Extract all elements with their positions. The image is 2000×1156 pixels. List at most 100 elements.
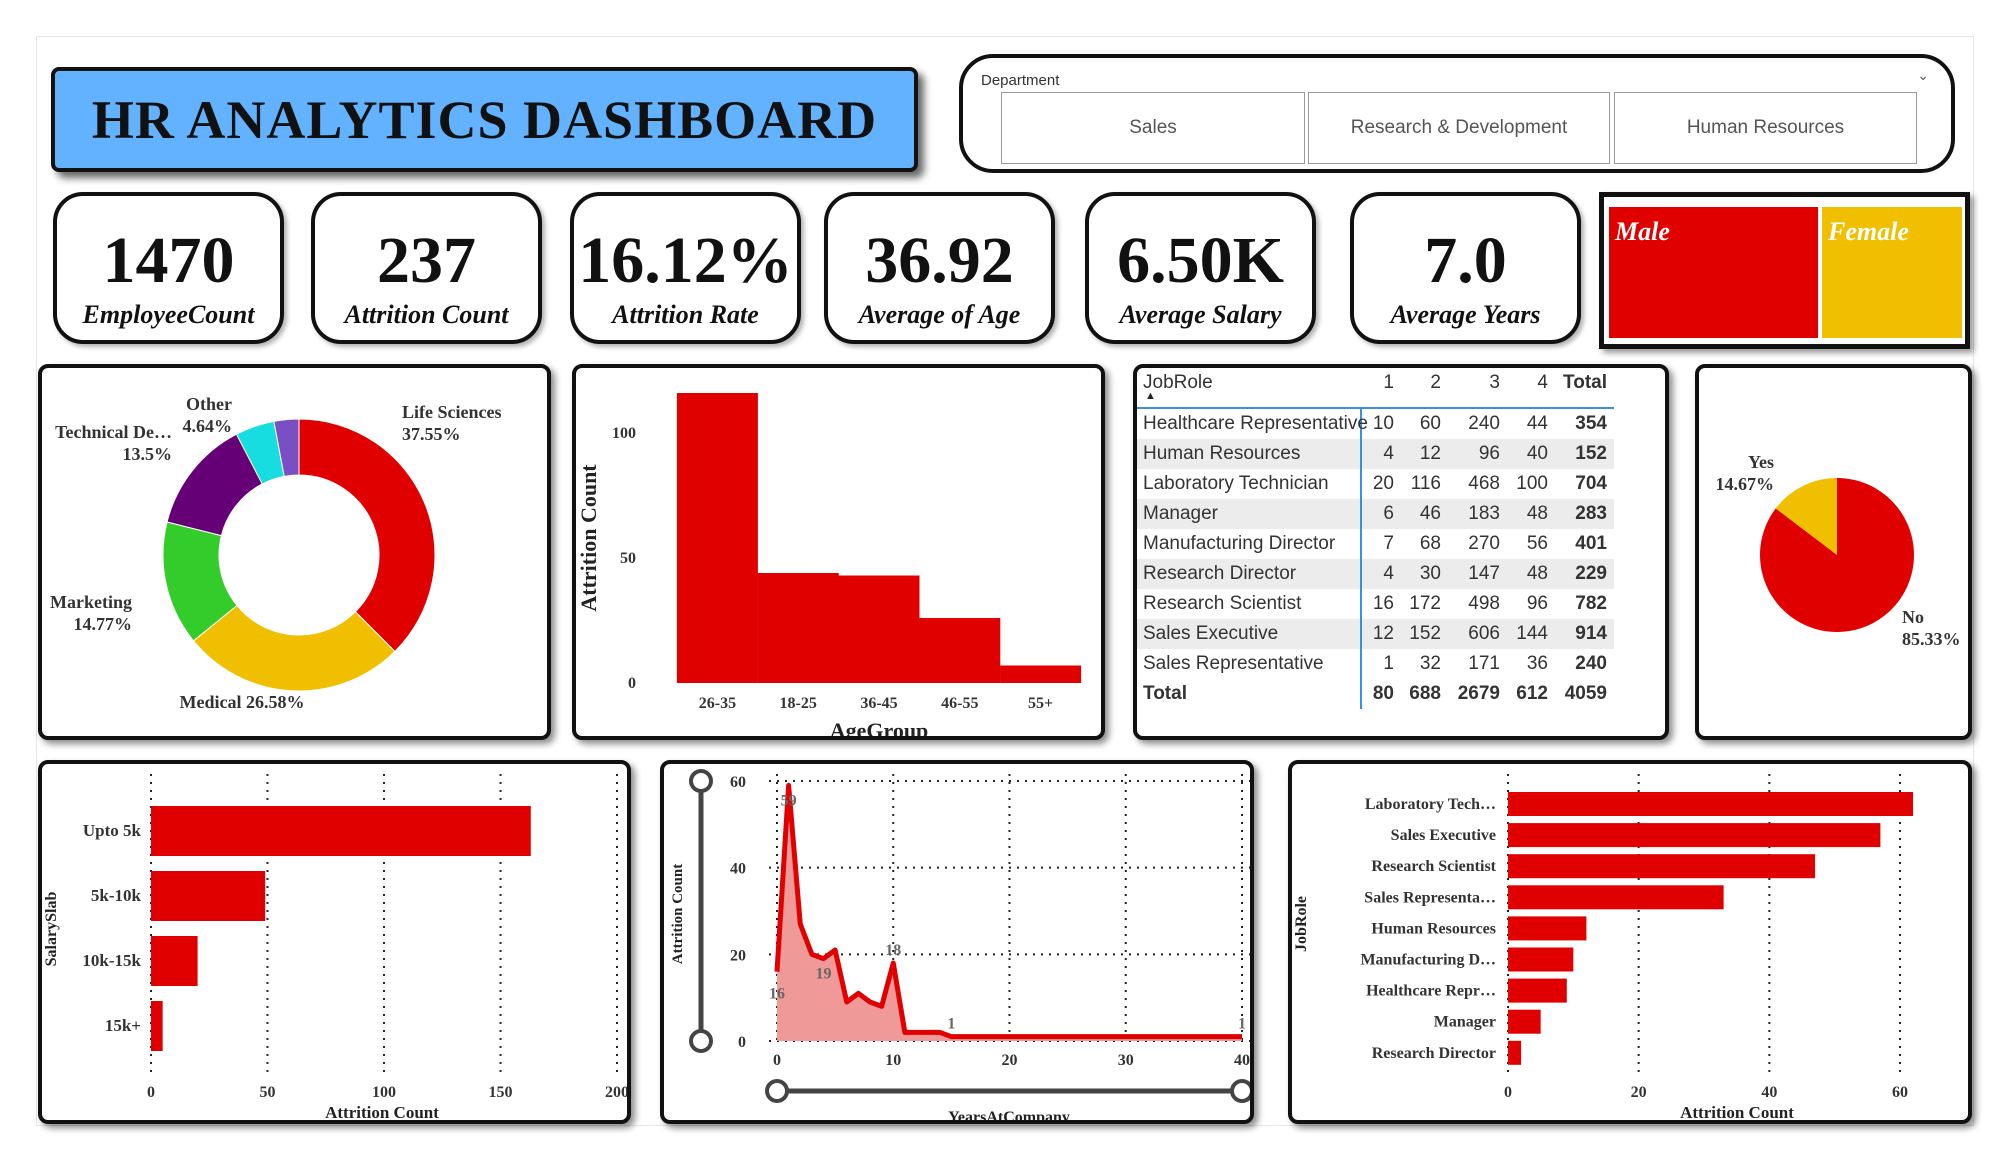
table-cell: 96 bbox=[1526, 593, 1548, 614]
table-cell: Laboratory Technician bbox=[1143, 473, 1329, 494]
bar bbox=[757, 573, 839, 683]
donut-slice bbox=[273, 418, 300, 477]
donut-value: 13.5% bbox=[123, 444, 173, 464]
x-tick-label: 60 bbox=[1892, 1084, 1908, 1101]
x-axis-title: Attrition Count bbox=[1680, 1103, 1794, 1122]
salary-slab-bar-chart: 0 50 100 150 200 Upto 5k 5k-10k 10k-15k 15k+ Attr… bbox=[43, 774, 627, 1122]
attrition-pie-panel: Yes 14.67% No 85.33% bbox=[1695, 364, 1972, 740]
age-group-bar-chart: 0 50 100 26-35 18-25 36-45 46-55 55+ AgeGroup Att… bbox=[576, 393, 1082, 736]
table-cell: 12 bbox=[1419, 443, 1441, 464]
y-tick-label: 20 bbox=[730, 947, 746, 964]
kpi-employee-count: 1470 EmployeeCount bbox=[53, 192, 284, 344]
header-divider bbox=[1137, 407, 1614, 409]
column-header: 1 bbox=[1383, 372, 1394, 393]
bar bbox=[1000, 665, 1082, 683]
pie-label: Yes bbox=[1748, 452, 1774, 472]
donut-label: Life Sciences bbox=[402, 402, 501, 422]
x-axis-title: Attrition Count bbox=[325, 1103, 439, 1122]
table-cell: 96 bbox=[1478, 443, 1500, 464]
salary-slab-bar-panel: 0 50 100 150 200 Upto 5k 5k-10k 10k-15k 15k+ Attr… bbox=[38, 760, 631, 1124]
bar bbox=[1508, 947, 1574, 972]
gender-male-button[interactable]: Male bbox=[1609, 207, 1818, 338]
data-label: 59 bbox=[781, 792, 797, 809]
table-cell: 40 bbox=[1526, 443, 1548, 464]
y-tick-label: Human Resources bbox=[1371, 920, 1496, 937]
x-tick-label: 10 bbox=[885, 1052, 901, 1069]
bar bbox=[1508, 823, 1881, 848]
table-row-stripe bbox=[1137, 559, 1614, 589]
bar bbox=[1508, 1040, 1522, 1065]
data-label: 19 bbox=[816, 966, 832, 983]
jobrole-attrition-bar-chart: 0 20 40 60 Laboratory Tech… Sales Executive Re… bbox=[1293, 774, 1914, 1122]
table-cell: 147 bbox=[1468, 563, 1500, 584]
bar bbox=[1508, 885, 1724, 910]
y-axis-title: Attrition Count bbox=[576, 464, 601, 612]
x-tick-label: 0 bbox=[773, 1052, 781, 1069]
dashboard-frame bbox=[36, 36, 1974, 1126]
y-axis-title: SalarySlab bbox=[43, 892, 60, 967]
column-header: JobRole bbox=[1143, 372, 1213, 393]
table-cell: 152 bbox=[1575, 443, 1607, 464]
table-cell: 782 bbox=[1575, 593, 1607, 614]
donut-slice bbox=[192, 604, 396, 692]
table-cell: 498 bbox=[1468, 593, 1500, 614]
slider-handle[interactable] bbox=[765, 1079, 789, 1103]
table-cell: 240 bbox=[1575, 653, 1607, 674]
table-cell: Sales Representative bbox=[1143, 653, 1324, 674]
table-cell: 4 bbox=[1383, 563, 1394, 584]
x-tick-label: 0 bbox=[1504, 1084, 1512, 1101]
kpi-value: 237 bbox=[377, 224, 476, 297]
x-tick-label: 50 bbox=[260, 1084, 276, 1101]
donut-value: 4.64% bbox=[183, 416, 233, 436]
dept-option-sales[interactable]: Sales bbox=[1001, 92, 1305, 164]
table-row-stripe bbox=[1137, 619, 1614, 649]
pie-value: 14.67% bbox=[1716, 474, 1775, 494]
kpi-label: Average of Age bbox=[858, 300, 1021, 329]
gender-female-button[interactable]: Female bbox=[1822, 207, 1962, 338]
y-axis-title: Attrition Count bbox=[670, 864, 686, 964]
department-slicer[interactable]: Department ⌄ Sales Research & Developmen… bbox=[959, 54, 1955, 173]
table-total-cell: 4059 bbox=[1564, 683, 1607, 704]
donut-label: Medical 26.58% bbox=[180, 692, 305, 712]
sort-ascending-icon[interactable]: ▲ bbox=[1145, 390, 1156, 402]
y-tick-label: Manager bbox=[1434, 1014, 1496, 1031]
kpi-label: Average Years bbox=[1390, 300, 1541, 329]
table-cell: 401 bbox=[1575, 533, 1607, 554]
x-tick-label: 40 bbox=[1761, 1084, 1777, 1101]
kpi-attrition-rate: 16.12% Attrition Rate bbox=[570, 192, 801, 344]
dept-option-hr[interactable]: Human Resources bbox=[1614, 92, 1917, 164]
data-label: 1 bbox=[947, 1016, 955, 1033]
table-cell: 60 bbox=[1419, 413, 1441, 434]
slider-handle[interactable] bbox=[689, 769, 713, 793]
kpi-value: 7.0 bbox=[1424, 224, 1507, 297]
table-cell: 172 bbox=[1409, 593, 1441, 614]
years-at-company-area-chart: 0 20 40 60 0 10 20 30 40 16 59 19 18 1 1 YearsAtCompany… bbox=[670, 769, 1252, 1124]
column-header: 4 bbox=[1537, 372, 1548, 393]
y-tick-label: Upto 5k bbox=[83, 821, 142, 840]
column-divider bbox=[1360, 409, 1362, 709]
slider-handle[interactable] bbox=[1230, 1079, 1252, 1103]
table-total-cell: 2679 bbox=[1457, 683, 1500, 704]
chevron-down-icon[interactable]: ⌄ bbox=[1917, 68, 1929, 84]
y-axis-title: JobRole bbox=[1293, 896, 1310, 952]
x-axis-title: YearsAtCompany bbox=[948, 1109, 1070, 1124]
bar bbox=[1508, 978, 1567, 1003]
dept-option-rnd[interactable]: Research & Development bbox=[1308, 92, 1610, 164]
x-tick-label: 150 bbox=[489, 1084, 513, 1101]
line-series bbox=[774, 782, 1242, 1040]
kpi-label: Attrition Rate bbox=[612, 300, 759, 329]
table-cell: 183 bbox=[1468, 503, 1500, 524]
y-tick-label: 5k-10k bbox=[91, 886, 142, 905]
kpi-value: 16.12% bbox=[578, 224, 793, 297]
table-cell: Research Director bbox=[1143, 563, 1297, 584]
data-label: 16 bbox=[769, 986, 785, 1003]
kpi-label: Attrition Count bbox=[344, 300, 509, 329]
table-cell: 7 bbox=[1383, 533, 1394, 554]
y-tick-label: 50 bbox=[620, 550, 636, 567]
table-cell: 48 bbox=[1526, 563, 1548, 584]
table-cell: 1 bbox=[1383, 653, 1394, 674]
table-cell: Manager bbox=[1143, 503, 1218, 524]
slider-handle[interactable] bbox=[689, 1029, 713, 1053]
